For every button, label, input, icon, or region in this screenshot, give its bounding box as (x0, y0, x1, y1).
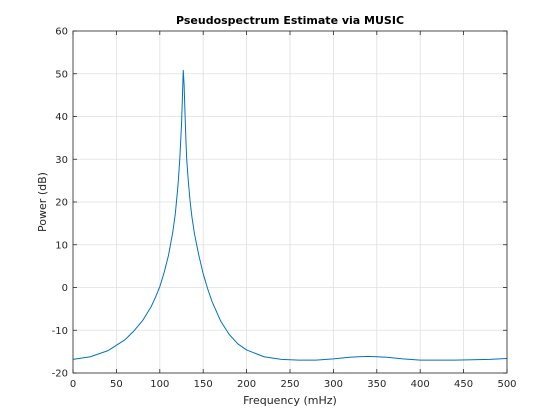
x-tick-label: 0 (70, 379, 76, 390)
y-tick-label: 20 (55, 198, 68, 209)
y-tick-label: 0 (62, 283, 68, 294)
y-tick-label: 10 (55, 240, 68, 251)
y-axis: -20 -10 0 10 20 30 40 50 60 (52, 27, 507, 380)
x-axis: 0 50 100 150 200 250 300 350 400 450 500 (70, 31, 517, 390)
x-tick-label: 300 (324, 379, 343, 390)
x-tick-label: 200 (237, 379, 256, 390)
y-tick-label: 30 (55, 155, 68, 166)
y-tick-label: 40 (55, 112, 68, 123)
x-tick-label: 350 (367, 379, 386, 390)
y-tick-label: -10 (52, 326, 68, 337)
x-tick-label: 500 (497, 379, 516, 390)
y-tick-label: -20 (52, 369, 68, 380)
x-tick-label: 400 (411, 379, 430, 390)
pseudospectrum-line (72, 69, 508, 361)
x-axis-label: Frequency (mHz) (243, 394, 337, 407)
y-tick-label: 60 (55, 27, 68, 38)
x-tick-label: 100 (150, 379, 169, 390)
x-tick-label: 50 (110, 379, 123, 390)
chart-title: Pseudospectrum Estimate via MUSIC (176, 14, 404, 27)
x-tick-label: 450 (454, 379, 473, 390)
x-tick-label: 250 (280, 379, 299, 390)
series-layer (72, 69, 508, 361)
y-tick-label: 50 (55, 69, 68, 80)
y-axis-label: Power (dB) (36, 172, 49, 232)
x-tick-label: 150 (194, 379, 213, 390)
